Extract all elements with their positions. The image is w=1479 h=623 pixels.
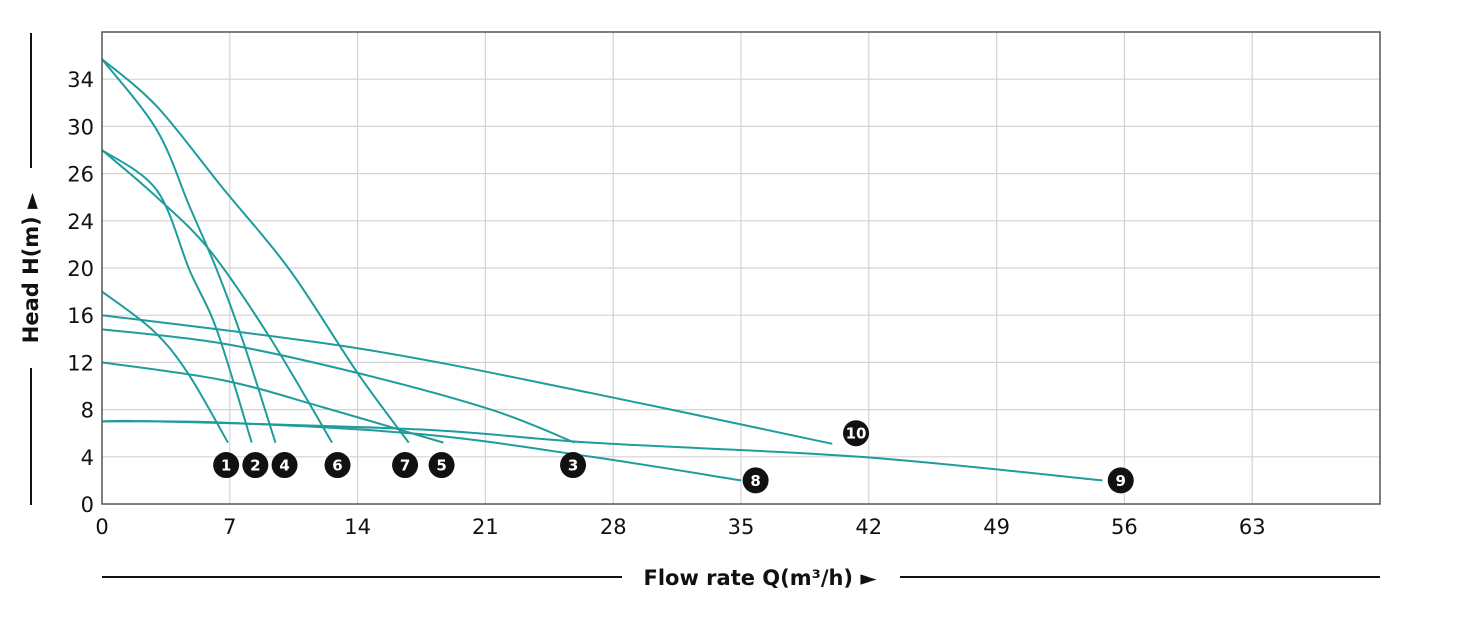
x-tick-label: 7 [223, 515, 236, 539]
y-tick-label: 20 [67, 257, 94, 281]
badge-circle [392, 452, 419, 479]
curve-4 [101, 58, 277, 443]
curve-badge-7: 7 [392, 452, 419, 479]
curve-badge-5: 5 [428, 452, 455, 479]
badge-number: 6 [332, 457, 342, 475]
curve-6 [101, 149, 333, 444]
badge-number: 9 [1116, 472, 1126, 490]
x-tick-label: 35 [728, 515, 755, 539]
y-tick-label: 34 [67, 68, 94, 92]
x-tick-label: 28 [600, 515, 627, 539]
curve-badge-2: 2 [242, 452, 269, 479]
y-tick-label: 24 [67, 210, 94, 234]
curve-7 [101, 58, 410, 444]
curve-9 [101, 419, 1103, 482]
x-axis-title: Flow rate Q(m³/h) ► [643, 566, 877, 590]
x-tick-labels: 0 7 14 21 28 35 42 49 56 63 [95, 515, 1265, 539]
badge-number: 5 [436, 457, 446, 475]
curve-badge-1: 1 [213, 452, 240, 479]
curve-1 [101, 290, 229, 444]
y-tick-label: 8 [81, 399, 94, 423]
y-tick-label: 0 [81, 493, 94, 517]
badge-number: 2 [250, 457, 260, 475]
grid [102, 32, 1380, 504]
badge-number: 1 [221, 457, 231, 475]
plot-frame [101, 31, 1381, 505]
x-tick-label: 49 [983, 515, 1010, 539]
badge-number: 10 [846, 425, 867, 443]
curve-badges: 1 2 3 4 5 6 7 8 9 10 [213, 420, 1134, 494]
x-tick-label: 0 [95, 515, 108, 539]
curve-badge-6: 6 [324, 452, 351, 479]
y-tick-label: 30 [67, 115, 94, 139]
y-axis-title: Head H(m) ► [19, 192, 43, 343]
curves [101, 58, 1103, 482]
x-tick-label: 56 [1111, 515, 1138, 539]
x-tick-label: 21 [472, 515, 499, 539]
badge-circle [1107, 467, 1134, 494]
y-tick-label: 12 [67, 351, 94, 375]
badge-circle [324, 452, 351, 479]
badge-number: 8 [750, 472, 760, 490]
y-tick-label: 16 [67, 304, 94, 328]
x-tick-label: 14 [344, 515, 371, 539]
curve-badge-8: 8 [742, 467, 769, 494]
x-tick-label: 63 [1239, 515, 1266, 539]
y-tick-labels: 0 4 8 12 16 20 24 26 30 34 [67, 68, 94, 517]
curve-5 [101, 361, 444, 444]
curve-badge-9: 9 [1107, 467, 1134, 494]
badge-number: 4 [279, 457, 289, 475]
y-tick-label: 26 [67, 163, 94, 187]
badge-circle [428, 452, 455, 479]
x-tick-label: 42 [855, 515, 882, 539]
badge-number: 3 [568, 457, 578, 475]
curve-badge-10: 10 [843, 420, 870, 447]
y-tick-label: 4 [81, 446, 94, 470]
curve-10 [101, 314, 833, 445]
badge-circle [242, 452, 269, 479]
badge-circle [271, 452, 298, 479]
badge-circle [213, 452, 240, 479]
badge-circle [742, 467, 769, 494]
badge-number: 7 [400, 457, 410, 475]
curve-2 [101, 149, 253, 443]
badge-circle [560, 452, 587, 479]
curve-badge-3: 3 [560, 452, 587, 479]
curve-badge-4: 4 [271, 452, 298, 479]
badge-circle [843, 420, 870, 447]
